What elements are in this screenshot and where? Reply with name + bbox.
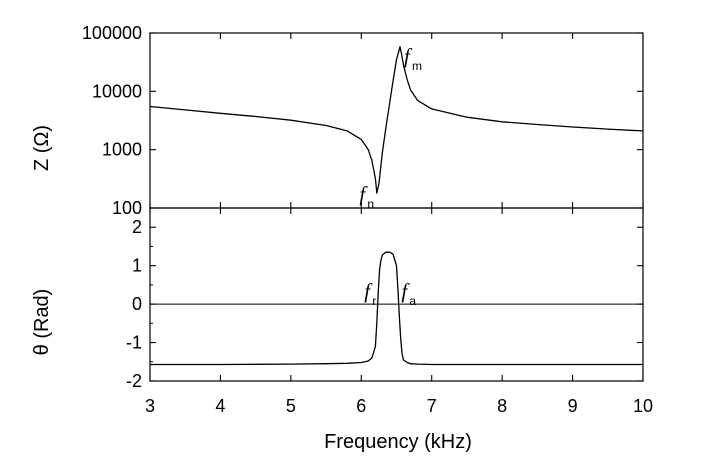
impedance-annotation-subscript: n	[367, 197, 374, 211]
phase-ytick-label: -2	[126, 371, 142, 391]
x-tick-label: 4	[215, 396, 225, 416]
x-tick-label: 6	[356, 396, 366, 416]
phase-ytick-label: -1	[126, 333, 142, 353]
x-tick-label: 7	[427, 396, 437, 416]
impedance-annotation-letter: f	[404, 44, 413, 68]
impedance-annotation-letter: f	[359, 182, 368, 206]
x-tick-label: 10	[633, 396, 653, 416]
x-tick-label: 8	[497, 396, 507, 416]
phase-annotation-subscript: a	[409, 294, 416, 308]
phase-ytick-label: 2	[132, 217, 142, 237]
phase-annotation-subscript: r	[372, 294, 376, 308]
phase-frame	[149, 207, 644, 382]
impedance-annotation-subscript: m	[412, 59, 422, 73]
phase-annotation-letter: f	[401, 279, 410, 303]
impedance-ytick-label: 1000	[102, 140, 142, 160]
phase-series-line	[150, 251, 643, 366]
impedance-ytick-label: 100000	[82, 23, 142, 43]
x-axis-label: Frequency (kHz)	[324, 431, 472, 453]
bottom-y-axis-label: θ (Rad)	[31, 289, 53, 356]
phase-ytick-label: 1	[132, 256, 142, 276]
phase-annotation-letter: f	[364, 279, 373, 303]
impedance-ytick-label: 100	[112, 198, 142, 218]
phase-ytick-label: 0	[132, 294, 142, 314]
x-tick-label: 9	[568, 396, 578, 416]
x-tick-label: 5	[286, 396, 296, 416]
top-y-axis-label: Z (Ω)	[31, 125, 53, 171]
x-tick-label: 3	[145, 396, 155, 416]
impedance-ytick-label: 10000	[92, 81, 142, 101]
impedance-series-line	[149, 46, 644, 194]
